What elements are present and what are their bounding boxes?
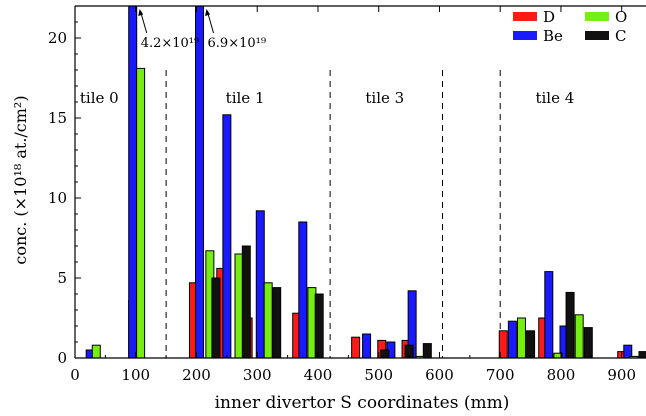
x-tick-label: 500 [364,366,393,384]
bar-c [272,287,282,359]
annotation-arrow [207,11,215,34]
x-tick-label: 900 [607,366,636,384]
bar-be [298,221,308,359]
tile-label: tile 1 [226,89,265,107]
x-tick-label: 300 [243,366,272,384]
bar-o [516,317,526,359]
x-tick-label: 400 [304,366,333,384]
bar-o [91,344,101,359]
legend-label-o: O [615,8,627,26]
tile-dividers [165,70,501,358]
bar-c [422,343,432,359]
ticks: 0 100 200 300 400 500 600 700 800 900 0 5 10 15 20 [48,6,636,384]
bar-c [314,293,324,359]
bar-c [583,327,593,359]
annotation-label: 4.2×10¹⁹ [141,36,200,51]
x-tick-label: 100 [121,366,150,384]
annotation-arrowhead [138,9,144,16]
bar-c [241,245,251,359]
legend-label-d: D [543,8,555,26]
legend-swatch-be [513,31,537,40]
x-tick-label: 0 [70,366,80,384]
bar-be [255,210,265,359]
x-tick-label: 800 [547,366,576,384]
legend-label-be: Be [543,27,563,45]
axes-frame [74,5,646,359]
annotation-label: 6.9×10¹⁹ [208,36,267,51]
tile-label: tile 4 [535,89,574,107]
annotation-arrowhead [205,9,211,16]
x-axis-label: inner divertor S coordinates (mm) [215,393,510,413]
bar-be [507,320,517,359]
annotation-arrow [140,11,148,34]
x-tick-label: 700 [486,366,515,384]
x-tick-label: 200 [182,366,211,384]
bar-c [380,349,390,359]
y-tick-label: 20 [48,29,67,47]
bar-d [351,336,361,359]
bar-c [638,351,646,359]
y-tick-label: 10 [48,189,67,207]
bar-be [362,333,372,359]
bar-be [128,5,138,359]
x-tick-label: 600 [425,366,454,384]
legend: D O Be C [513,8,627,45]
bar-o [136,67,146,359]
y-tick-label: 0 [57,349,67,367]
tile-labels: tile 0 tile 1 tile 3 tile 4 [80,89,574,107]
legend-swatch-c [585,31,609,40]
bar-c [526,330,536,359]
legend-swatch-o [585,12,609,21]
bar-c [211,277,221,359]
y-axis-label: conc. (×10¹⁸ at./cm²) [11,95,30,264]
tile-label: tile 3 [365,89,404,107]
tile-label: tile 0 [80,89,119,107]
bar-c [565,291,575,359]
annotations: 4.2×10¹⁹ 6.9×10¹⁹ [138,9,266,51]
bar-be [544,271,554,359]
bar-be [222,114,232,359]
bar-o [574,314,584,359]
bar-o [263,282,273,359]
bar-be [195,5,205,359]
y-tick-label: 15 [48,109,67,127]
bars [85,5,646,359]
y-tick-label: 5 [57,269,67,287]
legend-label-c: C [615,27,626,45]
legend-swatch-d [513,12,537,21]
